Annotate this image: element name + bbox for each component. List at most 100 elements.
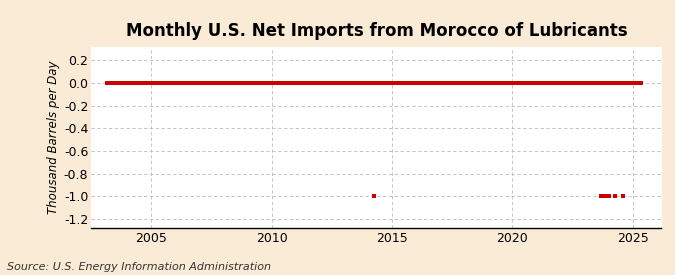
Point <box>338 81 349 85</box>
Point <box>579 81 590 85</box>
Point <box>395 81 406 85</box>
Point <box>178 81 189 85</box>
Point <box>410 81 421 85</box>
Point <box>387 81 398 85</box>
Point <box>358 81 369 85</box>
Point <box>118 81 129 85</box>
Point <box>469 81 480 85</box>
Point <box>323 81 333 85</box>
Point <box>515 81 526 85</box>
Point <box>362 81 373 85</box>
Point <box>589 81 600 85</box>
Point <box>104 81 115 85</box>
Point <box>505 81 516 85</box>
Point <box>459 81 470 85</box>
Point <box>491 81 502 85</box>
Point <box>286 81 297 85</box>
Point <box>519 81 530 85</box>
Point <box>615 81 626 85</box>
Point <box>152 81 163 85</box>
Point <box>593 81 604 85</box>
Point <box>264 81 275 85</box>
Point <box>414 81 425 85</box>
Point <box>116 81 127 85</box>
Point <box>497 81 508 85</box>
Point <box>569 81 580 85</box>
Point <box>208 81 219 85</box>
Point <box>461 81 472 85</box>
Point <box>298 81 309 85</box>
Point <box>400 81 411 85</box>
Title: Monthly U.S. Net Imports from Morocco of Lubricants: Monthly U.S. Net Imports from Morocco of… <box>126 22 627 40</box>
Point <box>567 81 578 85</box>
Point <box>485 81 495 85</box>
Point <box>625 81 636 85</box>
Point <box>254 81 265 85</box>
Point <box>597 81 608 85</box>
Point <box>617 194 628 199</box>
Point <box>246 81 257 85</box>
Point <box>635 81 646 85</box>
Point <box>489 81 500 85</box>
Point <box>308 81 319 85</box>
Y-axis label: Thousand Barrels per Day: Thousand Barrels per Day <box>47 61 59 214</box>
Point <box>591 81 602 85</box>
Point <box>613 81 624 85</box>
Point <box>196 81 207 85</box>
Point <box>406 81 417 85</box>
Point <box>218 81 229 85</box>
Point <box>313 81 323 85</box>
Point <box>627 81 638 85</box>
Point <box>531 81 542 85</box>
Point <box>561 81 572 85</box>
Point <box>571 81 582 85</box>
Point <box>140 81 151 85</box>
Point <box>513 81 524 85</box>
Point <box>240 81 251 85</box>
Point <box>543 81 554 85</box>
Point <box>228 81 239 85</box>
Point <box>210 81 221 85</box>
Point <box>172 81 183 85</box>
Point <box>364 81 375 85</box>
Point <box>190 81 200 85</box>
Point <box>214 81 225 85</box>
Point <box>234 81 245 85</box>
Point <box>110 81 121 85</box>
Point <box>226 81 237 85</box>
Point <box>551 81 562 85</box>
Point <box>142 81 153 85</box>
Point <box>479 81 489 85</box>
Point <box>377 81 387 85</box>
Point <box>369 194 379 199</box>
Point <box>445 81 456 85</box>
Point <box>475 81 485 85</box>
Point <box>220 81 231 85</box>
Point <box>334 81 345 85</box>
Point <box>146 81 157 85</box>
Point <box>194 81 205 85</box>
Point <box>148 81 159 85</box>
Point <box>188 81 199 85</box>
Point <box>126 81 136 85</box>
Point <box>354 81 365 85</box>
Point <box>170 81 181 85</box>
Point <box>385 81 396 85</box>
Point <box>310 81 321 85</box>
Point <box>122 81 132 85</box>
Point <box>192 81 202 85</box>
Point <box>501 81 512 85</box>
Point <box>503 81 514 85</box>
Point <box>507 81 518 85</box>
Point <box>198 81 209 85</box>
Point <box>404 81 415 85</box>
Point <box>156 81 167 85</box>
Point <box>102 81 113 85</box>
Point <box>425 81 435 85</box>
Point <box>391 81 402 85</box>
Point <box>164 81 175 85</box>
Point <box>487 81 497 85</box>
Point <box>437 81 448 85</box>
Point <box>601 81 612 85</box>
Point <box>429 81 439 85</box>
